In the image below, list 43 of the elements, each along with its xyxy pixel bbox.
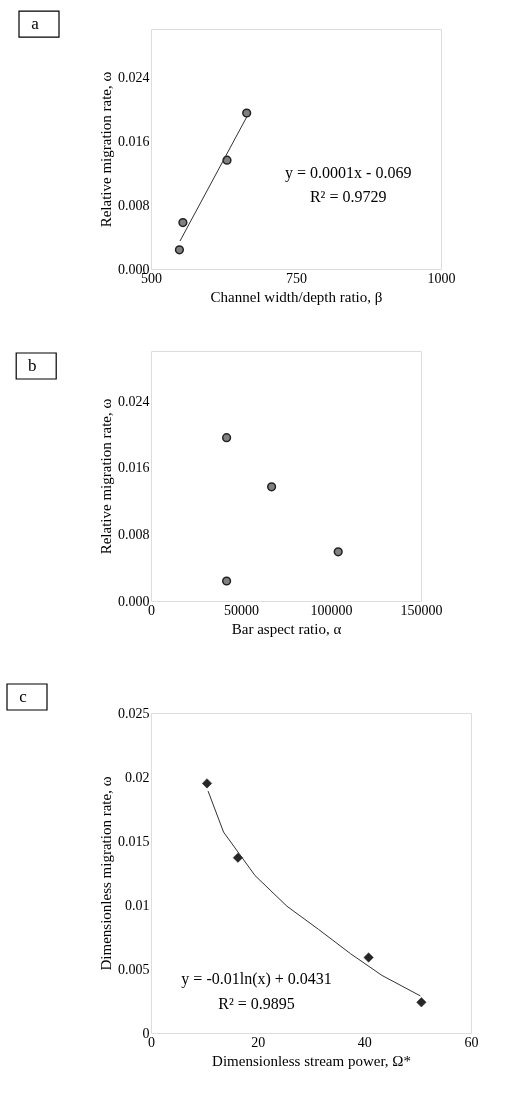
point bbox=[333, 547, 343, 557]
x-tick-label: 150000 bbox=[400, 602, 443, 618]
y-tick-label: 0.016 bbox=[118, 460, 150, 476]
x-axis-title: Dimensionless stream power, Ω* bbox=[212, 1052, 411, 1069]
x-axis-title: Bar aspect ratio, α bbox=[231, 620, 342, 637]
annotation: y = 0.0001x - 0.069 bbox=[285, 164, 412, 182]
y-axis-title: Relative migration rate, ω bbox=[98, 398, 114, 555]
point bbox=[202, 778, 212, 789]
x-tick-label: 60 bbox=[464, 1034, 479, 1050]
text: a bbox=[31, 14, 40, 34]
point bbox=[363, 952, 374, 963]
text: c bbox=[19, 687, 28, 706]
point bbox=[416, 997, 427, 1008]
text: b bbox=[27, 356, 37, 375]
y-axis-title: Dimensionless migration rate, ω bbox=[98, 776, 114, 971]
point bbox=[221, 576, 232, 586]
y-tick-label: 0.005 bbox=[118, 961, 150, 977]
y-tick-label: 0.01 bbox=[125, 897, 150, 913]
y-tick-label: 0.024 bbox=[118, 69, 150, 85]
x-tick-label: 40 bbox=[357, 1034, 372, 1050]
y-tick-label: 0.008 bbox=[118, 526, 150, 542]
x-tick-label: 1000 bbox=[427, 270, 456, 286]
y-tick-label: 0.008 bbox=[118, 197, 150, 213]
x-tick-label: 750 bbox=[286, 270, 307, 286]
x-tick-label: 50000 bbox=[224, 602, 259, 618]
y-tick-label: 0.02 bbox=[125, 769, 150, 785]
annotation: R² = 0.9729 bbox=[309, 188, 387, 205]
y-axis-title: Relative migration rate, ω bbox=[98, 71, 114, 228]
point bbox=[232, 852, 243, 863]
x-axis-title: Channel width/depth ratio, β bbox=[210, 288, 383, 305]
x-tick-label: 100000 bbox=[310, 602, 353, 618]
x-tick-label: 20 bbox=[251, 1034, 266, 1050]
point bbox=[174, 245, 185, 255]
y-tick-label: 0.016 bbox=[118, 133, 150, 149]
point bbox=[178, 217, 188, 228]
annotation: y = -0.01ln(x) + 0.0431 bbox=[181, 969, 332, 988]
y-tick-label: 0.024 bbox=[118, 393, 150, 409]
y-tick-label: 0.025 bbox=[118, 705, 150, 721]
y-tick-label: 0.015 bbox=[118, 833, 150, 849]
point bbox=[242, 108, 252, 118]
point bbox=[266, 482, 277, 492]
annotation: R² = 0.9895 bbox=[218, 995, 295, 1013]
point bbox=[221, 433, 232, 443]
